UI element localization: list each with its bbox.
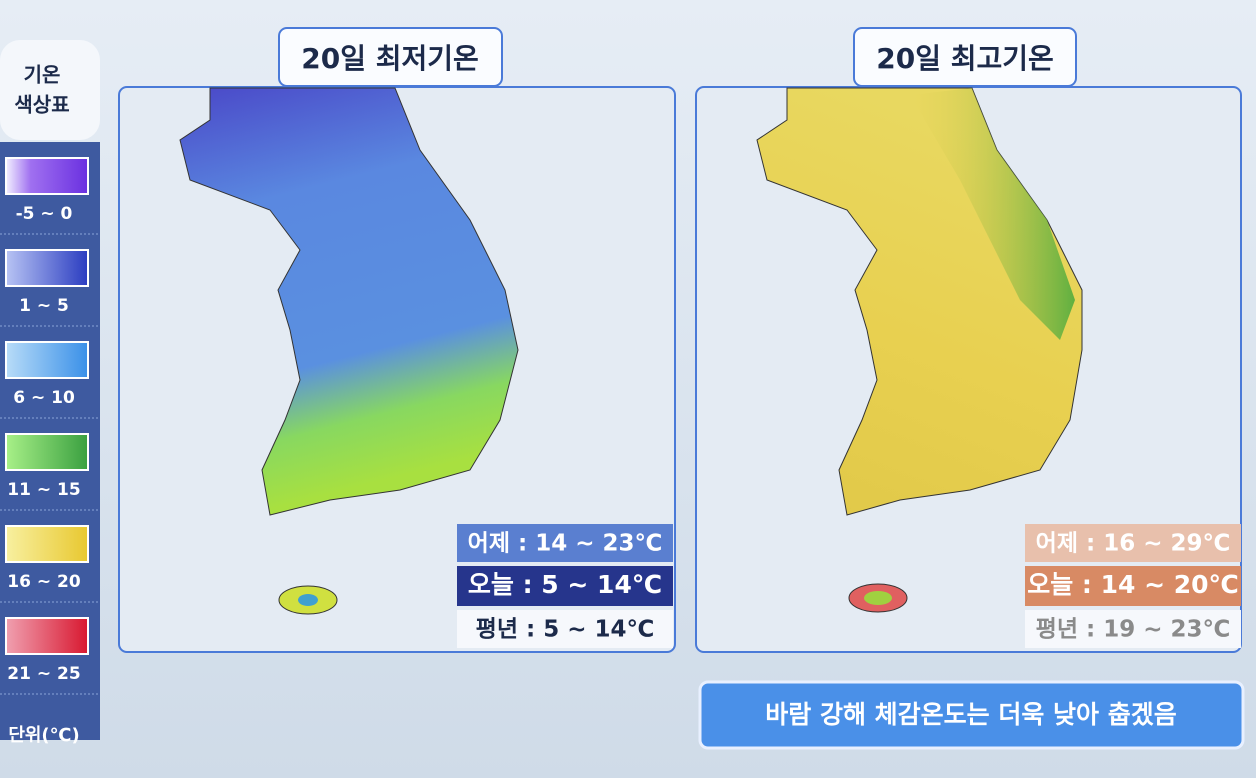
legend-swatch [5,341,89,379]
map-title: 20일 최고기온 [876,42,1054,75]
legend-swatch [5,157,89,195]
stat-today: 오늘 : 5 ~ 14℃ [468,570,662,599]
legend-swatch [5,525,89,563]
stat-row [457,524,673,562]
legend-swatch [5,249,89,287]
jeju-center [864,591,892,605]
map-title: 20일 최저기온 [301,42,479,75]
stat-normal: 평년 : 19 ~ 23℃ [1036,617,1231,643]
legend-label: 11 ~ 15 [7,480,80,500]
caption: 바람 강해 체감온도는 더욱 낮아 춥겠음 [765,700,1177,729]
map-panel: 20일 최저기온 어제 : 14 ~ 23℃ 오늘 : 5 ~ 14℃ 평년 :… [118,27,676,653]
legend-swatch [5,433,89,471]
caption-box [698,680,1245,750]
legend-label: 1 ~ 5 [19,296,69,316]
legend-header [0,40,100,140]
stat-yesterday: 어제 : 16 ~ 29℃ [1036,531,1231,557]
map-panel: 20일 최고기온 어제 : 16 ~ 29℃ 오늘 : 14 ~ 20℃ 평년 … [695,27,1242,653]
legend-unit: 단위(℃) [8,725,79,746]
stat-normal: 평년 : 5 ~ 14℃ [476,617,655,643]
jeju-center [298,594,318,606]
stat-row [1025,524,1241,562]
legend-label: -5 ~ 0 [16,204,73,224]
legend-label: 21 ~ 25 [7,664,80,684]
stat-today: 오늘 : 14 ~ 20℃ [1027,570,1239,599]
stat-row [457,566,673,606]
map-title-tab [278,27,503,87]
legend-label: 16 ~ 20 [7,572,81,592]
stat-row [1025,566,1241,606]
map-title-tab [853,27,1077,87]
stat-yesterday: 어제 : 14 ~ 23℃ [468,531,663,557]
legend-label: 6 ~ 10 [13,388,75,408]
stat-row [1025,610,1241,648]
legend-title: 기온 [24,63,61,87]
legend-title: 색상표 [14,93,69,117]
region-map [179,87,519,516]
region-overlay [910,88,1075,340]
stat-row [457,610,673,648]
legend-swatch [5,617,89,655]
legend: 기온 색상표 -5 ~ 0 1 ~ 5 6 ~ 10 11 ~ 15 16 ~ 20 21… [0,40,100,746]
